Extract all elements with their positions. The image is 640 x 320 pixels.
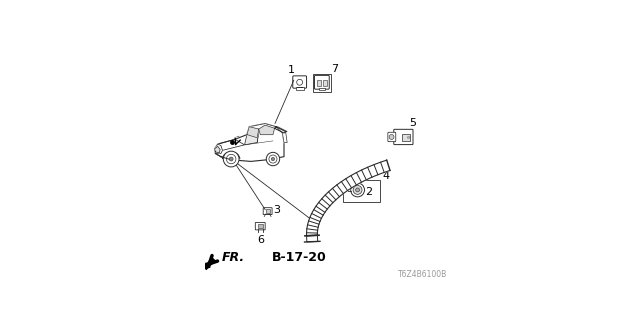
Text: T6Z4B6100B: T6Z4B6100B bbox=[398, 270, 447, 279]
Circle shape bbox=[356, 188, 360, 192]
Text: B-17-20: B-17-20 bbox=[272, 252, 327, 264]
Bar bbox=[313, 74, 331, 92]
Polygon shape bbox=[275, 127, 285, 133]
Polygon shape bbox=[218, 139, 244, 150]
Polygon shape bbox=[276, 127, 287, 142]
FancyBboxPatch shape bbox=[255, 222, 265, 230]
Text: 7: 7 bbox=[332, 64, 339, 74]
Bar bbox=[266, 209, 269, 212]
FancyBboxPatch shape bbox=[314, 75, 329, 89]
FancyBboxPatch shape bbox=[292, 76, 307, 88]
Circle shape bbox=[351, 183, 364, 197]
Polygon shape bbox=[307, 160, 390, 236]
Polygon shape bbox=[214, 144, 223, 154]
Circle shape bbox=[389, 134, 394, 140]
Polygon shape bbox=[259, 125, 275, 135]
Text: 4: 4 bbox=[383, 172, 390, 181]
Circle shape bbox=[353, 186, 362, 194]
Circle shape bbox=[266, 152, 280, 166]
Bar bbox=[258, 224, 262, 228]
Bar bbox=[319, 88, 324, 90]
Text: 6: 6 bbox=[257, 235, 264, 245]
Polygon shape bbox=[250, 124, 276, 132]
Circle shape bbox=[229, 157, 233, 161]
FancyBboxPatch shape bbox=[388, 132, 396, 142]
Polygon shape bbox=[387, 158, 397, 171]
Text: 2: 2 bbox=[365, 188, 372, 197]
Polygon shape bbox=[205, 263, 210, 268]
Text: e: e bbox=[406, 135, 410, 140]
Bar bbox=[296, 87, 303, 90]
Polygon shape bbox=[214, 147, 220, 153]
Bar bbox=[317, 80, 321, 86]
Polygon shape bbox=[244, 127, 259, 145]
Text: 3: 3 bbox=[273, 205, 280, 215]
Polygon shape bbox=[275, 127, 287, 133]
Text: 5: 5 bbox=[410, 117, 417, 128]
FancyBboxPatch shape bbox=[263, 208, 272, 215]
Polygon shape bbox=[307, 235, 317, 242]
Bar bbox=[402, 134, 410, 141]
Polygon shape bbox=[247, 127, 259, 138]
Text: 1: 1 bbox=[288, 65, 295, 75]
Polygon shape bbox=[214, 124, 284, 161]
Circle shape bbox=[223, 151, 239, 167]
FancyBboxPatch shape bbox=[394, 129, 413, 145]
Text: FR.: FR. bbox=[221, 251, 244, 264]
Bar bbox=[323, 80, 327, 86]
Bar bbox=[343, 180, 380, 202]
Circle shape bbox=[271, 157, 275, 161]
